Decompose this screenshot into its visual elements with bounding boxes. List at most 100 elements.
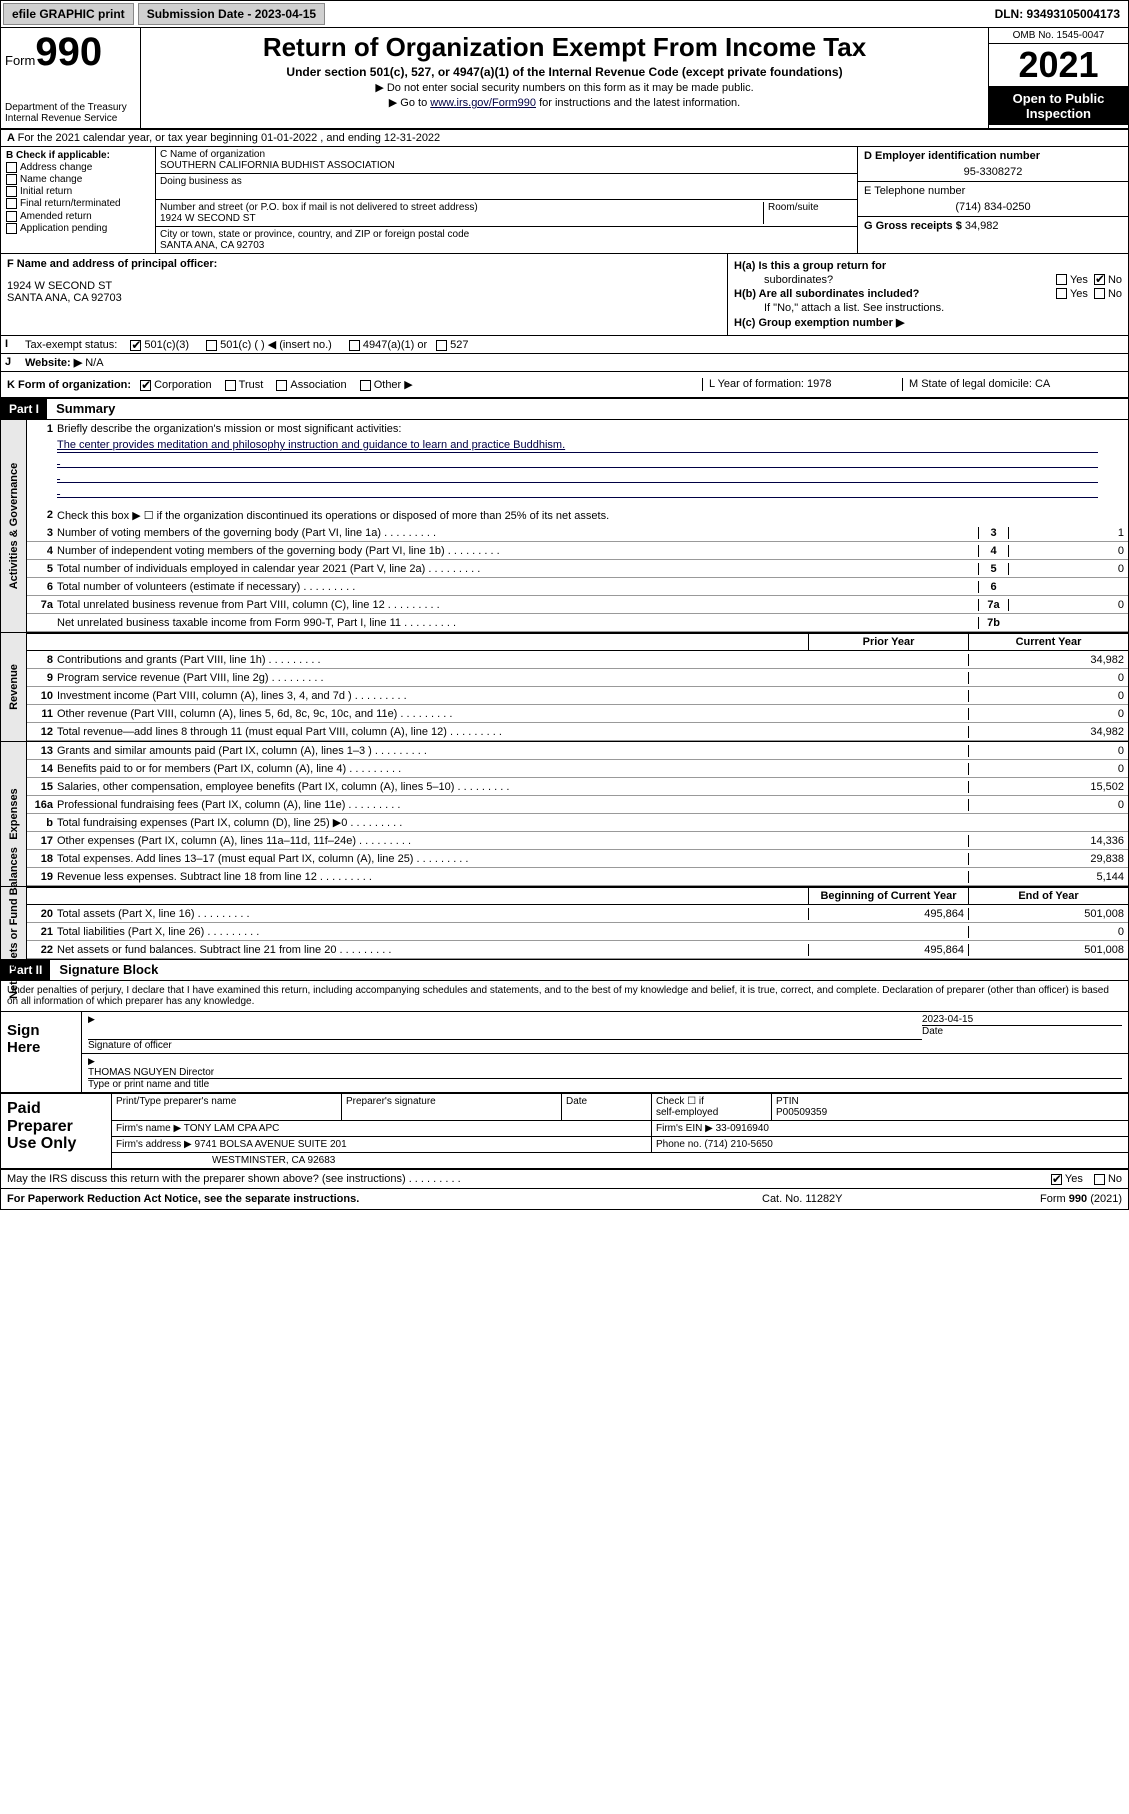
ha-no-cb[interactable] — [1094, 274, 1105, 285]
badge-line1: Open to Public — [993, 91, 1124, 106]
state-domicile: M State of legal domicile: CA — [902, 378, 1122, 391]
vtab-bal: Net Assets or Fund Balances — [1, 887, 27, 959]
firm-addr2: WESTMINSTER, CA 92683 — [112, 1153, 1128, 1168]
omb-number: OMB No. 1545-0047 — [989, 28, 1128, 44]
ein-label: D Employer identification number — [864, 150, 1122, 162]
cb-501c3[interactable] — [130, 340, 141, 351]
k-label: K Form of organization: — [7, 379, 131, 391]
col-f: F Name and address of principal officer:… — [1, 254, 728, 335]
fein: 33-0916940 — [716, 1123, 769, 1134]
table-row: 19Revenue less expenses. Subtract line 1… — [27, 868, 1128, 886]
street: 1924 W SECOND ST — [160, 213, 763, 224]
ha-yes-cb[interactable] — [1056, 274, 1067, 285]
table-row: 12Total revenue—add lines 8 through 11 (… — [27, 723, 1128, 741]
form-word: Form — [5, 53, 35, 68]
irs-discuss-text: May the IRS discuss this return with the… — [7, 1173, 1051, 1185]
cb-527[interactable] — [436, 340, 447, 351]
year-formation: L Year of formation: 1978 — [702, 378, 902, 391]
table-row: 22Net assets or fund balances. Subtract … — [27, 941, 1128, 959]
i-label: Tax-exempt status: — [25, 339, 117, 351]
firm-addr1: 9741 BOLSA AVENUE SUITE 201 — [195, 1139, 347, 1150]
ein: 95-3308272 — [864, 166, 1122, 178]
fein-label: Firm's EIN ▶ — [656, 1123, 713, 1134]
end-year-hdr: End of Year — [968, 888, 1128, 904]
hb-no-cb[interactable] — [1094, 288, 1105, 299]
city-label: City or town, state or province, country… — [160, 229, 853, 240]
col-h: H(a) Is this a group return for subordin… — [728, 254, 1128, 335]
submission-date-button[interactable]: Submission Date - 2023-04-15 — [138, 3, 325, 25]
table-row: 11Other revenue (Part VIII, column (A), … — [27, 705, 1128, 723]
hb-yes-cb[interactable] — [1056, 288, 1067, 299]
part-i-header: Part I Summary — [1, 399, 1128, 420]
prep-sig-hdr: Preparer's signature — [342, 1094, 562, 1120]
sig-name-field: THOMAS NGUYEN Director Type or print nam… — [88, 1056, 1122, 1090]
efile-print-button[interactable]: efile GRAPHIC print — [3, 3, 134, 25]
cb-initial-return[interactable]: Initial return — [6, 186, 150, 197]
prep-selfemp: Check ☐ ifself-employed — [652, 1094, 772, 1120]
public-inspection-badge: Open to Public Inspection — [989, 87, 1128, 125]
prep-row3: Firm's address ▶ 9741 BOLSA AVENUE SUITE… — [112, 1137, 1128, 1153]
cb-501c[interactable] — [206, 340, 217, 351]
prep-row2: Firm's name ▶ TONY LAM CPA APC Firm's EI… — [112, 1121, 1128, 1137]
cb-final-return[interactable]: Final return/terminated — [6, 198, 150, 209]
cb-name-change[interactable]: Name change — [6, 174, 150, 185]
cb-trust[interactable] — [225, 380, 236, 391]
header-right: OMB No. 1545-0047 2021 Open to Public In… — [988, 28, 1128, 128]
dept-treasury: Department of the Treasury — [5, 102, 136, 113]
firm-phone: (714) 210-5650 — [704, 1139, 772, 1150]
header-mid: Return of Organization Exempt From Incom… — [141, 28, 988, 128]
line-a-text: For the 2021 calendar year, or tax year … — [18, 132, 441, 144]
prep-row4: WESTMINSTER, CA 92683 — [112, 1153, 1128, 1168]
part-ii-header: Part II Signature Block — [1, 960, 1128, 981]
current-year-hdr: Current Year — [968, 634, 1128, 650]
irs-no-cb[interactable] — [1094, 1174, 1105, 1185]
part-i-label: Part I — [1, 399, 47, 419]
table-row: 14Benefits paid to or for members (Part … — [27, 760, 1128, 778]
sig-officer-field[interactable]: Signature of officer — [88, 1014, 922, 1051]
ssn-warning: ▶ Do not enter social security numbers o… — [145, 81, 984, 94]
col-d: D Employer identification number 95-3308… — [858, 147, 1128, 253]
form-990-page: efile GRAPHIC print Submission Date - 20… — [0, 0, 1129, 1210]
ha-line2: subordinates? Yes No — [734, 274, 1122, 286]
gov-section: Activities & Governance 1Briefly describ… — [1, 420, 1128, 633]
sig-date: 2023-04-15 — [922, 1014, 1122, 1025]
top-bar: efile GRAPHIC print Submission Date - 20… — [1, 1, 1128, 28]
form-version: Form 990 (2021) — [962, 1193, 1122, 1205]
irs-link[interactable]: www.irs.gov/Form990 — [430, 97, 536, 109]
rev-section: Revenue Prior Year Current Year 8Contrib… — [1, 633, 1128, 742]
form-subtitle: Under section 501(c), 527, or 4947(a)(1)… — [145, 65, 984, 79]
cb-address-change[interactable]: Address change — [6, 162, 150, 173]
org-name-label: C Name of organization — [160, 149, 853, 160]
table-row: 18Total expenses. Add lines 13–17 (must … — [27, 850, 1128, 868]
col-b: B Check if applicable: Address change Na… — [1, 147, 156, 253]
cb-amended-return[interactable]: Amended return — [6, 211, 150, 222]
ein-box: D Employer identification number 95-3308… — [858, 147, 1128, 182]
goto-post: for instructions and the latest informat… — [536, 97, 740, 109]
gov-line: 7aTotal unrelated business revenue from … — [27, 596, 1128, 614]
table-row: 21Total liabilities (Part X, line 26) 0 — [27, 923, 1128, 941]
ha-line: H(a) Is this a group return for — [734, 260, 1122, 272]
paperwork-notice: For Paperwork Reduction Act Notice, see … — [7, 1193, 762, 1205]
irs-yes-cb[interactable] — [1051, 1174, 1062, 1185]
tel-label: E Telephone number — [864, 185, 1122, 197]
cb-application-pending[interactable]: Application pending — [6, 223, 150, 234]
cb-other[interactable] — [360, 380, 371, 391]
cb-association[interactable] — [276, 380, 287, 391]
sig-date-field: 2023-04-15 Date — [922, 1014, 1122, 1051]
firm-label: Firm's name ▶ — [116, 1123, 181, 1134]
cb-corporation[interactable] — [140, 380, 151, 391]
city-box: City or town, state or province, country… — [156, 227, 857, 253]
org-name-box: C Name of organization SOUTHERN CALIFORN… — [156, 147, 857, 174]
cb-4947[interactable] — [349, 340, 360, 351]
prep-ptin: PTINP00509359 — [772, 1094, 1128, 1120]
street-box: Number and street (or P.O. box if mail i… — [156, 200, 857, 227]
table-row: 8Contributions and grants (Part VIII, li… — [27, 651, 1128, 669]
header-row: Form990 Department of the Treasury Inter… — [1, 28, 1128, 130]
table-row: 9Program service revenue (Part VIII, lin… — [27, 669, 1128, 687]
website-label: Website: ▶ — [25, 357, 82, 369]
bal-headers: Beginning of Current Year End of Year — [27, 887, 1128, 905]
sign-here-block: Sign Here Signature of officer 2023-04-1… — [1, 1012, 1128, 1094]
section-fgh: F Name and address of principal officer:… — [1, 254, 1128, 336]
mission-question: Briefly describe the organization's miss… — [57, 421, 1128, 437]
prep-name-hdr: Print/Type preparer's name — [112, 1094, 342, 1120]
